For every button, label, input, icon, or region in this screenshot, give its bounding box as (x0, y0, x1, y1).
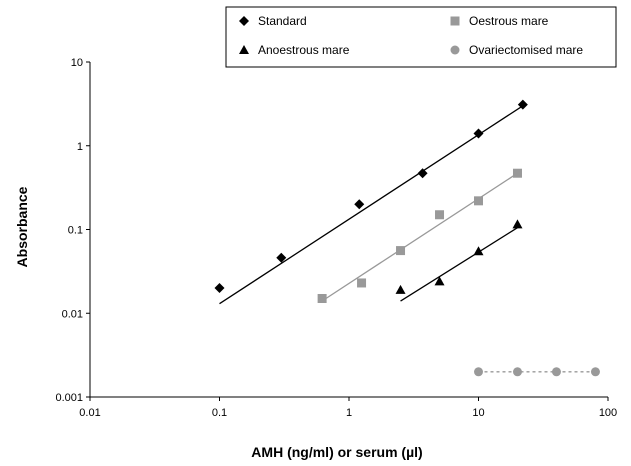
oestrous-mare-legend-marker (450, 16, 460, 26)
standard-point (473, 128, 484, 139)
x-tick-label: 0.1 (212, 407, 227, 419)
x-tick-label: 100 (599, 407, 617, 419)
y-tick-label: 1 (77, 141, 83, 153)
ovariectomised-mare-point (551, 367, 561, 377)
standard-point (276, 252, 287, 263)
ovariectomised-mare-point (474, 367, 483, 377)
anoestrous-mare-point (512, 219, 523, 229)
legend-label-ovariectomised-mare: Ovariectomised mare (469, 43, 583, 57)
anoestrous-mare-point (434, 276, 445, 286)
legend-box (225, 6, 617, 68)
ovariectomised-mare-point (512, 367, 522, 377)
anoestrous-mare-trendline (400, 227, 518, 302)
y-tick-label: 0.1 (68, 225, 83, 237)
legend-label-standard: Standard (258, 14, 307, 28)
anoestrous-mare-point (395, 284, 406, 294)
legend-label-oestrous-mare: Oestrous mare (469, 14, 549, 28)
y-axis-title: Absorbance (14, 186, 30, 267)
oestrous-mare-point (357, 278, 367, 288)
axes: 0.001 0.01 0.1 1 10 0.01 0.1 1 10 100 (55, 57, 617, 419)
y-tick-label: 0.001 (55, 392, 83, 404)
legend: Standard Oestrous mare Anoestrous mare Ovar… (225, 6, 617, 68)
standard-legend-marker (239, 16, 249, 26)
standard-point (417, 168, 428, 179)
oestrous-mare-point (396, 246, 406, 256)
anoestrous-mare-legend-marker (239, 45, 249, 54)
y-tick-label: 0.01 (62, 308, 83, 320)
x-axis-title: AMH (ng/ml) or serum (µl) (251, 444, 422, 460)
standard-point (517, 99, 528, 110)
ovariectomised-mare-point (590, 367, 600, 377)
standard-trendline (219, 105, 524, 305)
y-tick-label: 10 (71, 57, 83, 69)
standard-point (354, 199, 365, 210)
oestrous-mare-trendline (321, 172, 518, 302)
x-tick-label: 10 (472, 407, 484, 419)
x-tick-label: 0.01 (79, 407, 100, 419)
oestrous-mare-point (317, 294, 327, 304)
x-tick-label: 1 (346, 407, 352, 419)
oestrous-mare-point (512, 168, 522, 178)
ovariectomised-mare-legend-marker (450, 45, 460, 55)
legend-label-anoestrous-mare: Anoestrous mare (258, 43, 350, 57)
oestrous-mare-point (435, 210, 445, 220)
anoestrous-mare-point (473, 246, 484, 256)
oestrous-mare-point (474, 196, 483, 206)
data-points (214, 99, 600, 377)
trendlines (219, 105, 596, 373)
standard-point (214, 283, 225, 294)
